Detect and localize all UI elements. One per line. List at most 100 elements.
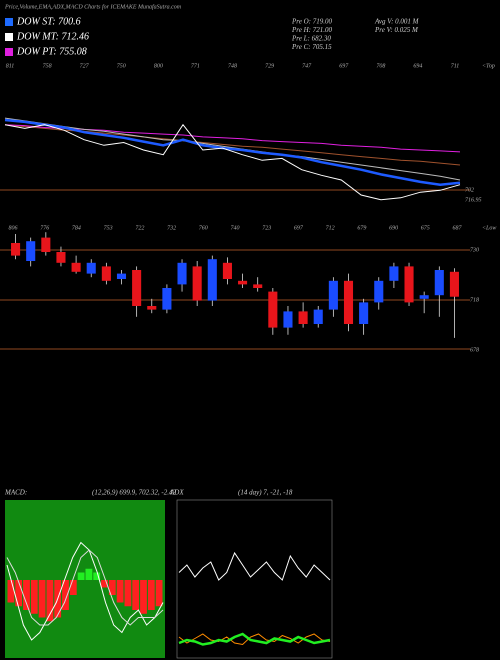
series-line: [6, 541, 164, 641]
macd-values: (12,26,9) 699.9, 702.32, -2.42: [92, 489, 176, 497]
top-label: 750: [117, 63, 126, 69]
level-label: <Top: [482, 63, 495, 69]
top-label: 708: [376, 63, 385, 69]
histogram-bar: [46, 580, 54, 622]
candle-body: [162, 288, 172, 310]
macd-panel: [5, 500, 165, 658]
top-label: 679: [357, 225, 366, 231]
top-label: 732: [167, 225, 176, 231]
level-label: 716.95: [465, 197, 482, 203]
candle-body: [41, 237, 51, 252]
legend-swatch: [5, 18, 13, 26]
candle-body: [449, 271, 459, 297]
histogram-bar: [77, 572, 85, 580]
adx-values: (14 day) 7, -21, -18: [238, 489, 293, 497]
level-label: 678: [470, 347, 479, 353]
candle-body: [328, 280, 338, 310]
candle-body: [132, 270, 142, 306]
candle-body: [404, 266, 414, 303]
legend-entry: DOW MT: 712.46: [16, 31, 89, 42]
histogram-bar: [38, 580, 46, 618]
info-entry: Pre L: 682.30: [291, 35, 331, 43]
top-label: 723: [262, 225, 271, 231]
candle-body: [253, 284, 263, 288]
top-label: 694: [413, 62, 422, 69]
candle-body: [374, 280, 384, 303]
candle-body: [419, 295, 429, 299]
histogram-bar: [7, 580, 15, 603]
level-label: <Low: [482, 225, 496, 231]
top-label: 800: [154, 63, 163, 69]
histogram-bar: [155, 580, 163, 607]
candle-body: [116, 273, 127, 279]
histogram-bar: [132, 580, 140, 610]
candle-body: [268, 291, 278, 328]
info-entry: Pre H: 721.00: [291, 26, 332, 34]
top-label: 784: [72, 224, 81, 231]
info-entry: Pre V: 0.025 M: [374, 26, 419, 34]
level-label: 730: [470, 247, 479, 253]
candle-body: [11, 243, 21, 256]
info-entry: Avg V: 0.001 M: [374, 18, 420, 26]
candle-body: [56, 252, 66, 263]
histogram-bar: [30, 580, 38, 614]
top-label: 760: [199, 225, 208, 231]
top-label: 776: [40, 225, 49, 231]
candle-body: [283, 311, 293, 328]
legend-swatch: [5, 48, 13, 56]
top-label: 758: [43, 63, 52, 69]
histogram-bar: [85, 568, 93, 580]
series-line: [178, 632, 331, 646]
candle-body: [101, 266, 111, 281]
top-label: 753: [104, 225, 113, 231]
top-label: 711: [451, 63, 460, 69]
adx-panel: [176, 499, 333, 659]
series-line: [4, 118, 461, 186]
info-entry: Pre C: 705.15: [291, 43, 332, 51]
candle-body: [86, 262, 96, 274]
histogram-bar: [147, 580, 155, 610]
histogram-bar: [23, 580, 30, 610]
series-line: [178, 551, 331, 581]
top-label: 697: [294, 225, 304, 231]
histogram-bar: [15, 580, 23, 607]
top-label: 687: [453, 225, 463, 231]
adx-label: ADX: [169, 489, 184, 497]
legend-swatch: [5, 33, 13, 41]
candle-body: [222, 262, 232, 279]
histogram-bar: [124, 580, 132, 607]
candle-body: [207, 259, 217, 301]
top-label: 747: [302, 62, 312, 69]
candle-body: [26, 241, 36, 261]
histogram-bar: [140, 580, 147, 614]
top-label: 740: [231, 224, 240, 231]
histogram-bar: [116, 580, 124, 603]
top-label: 675: [421, 225, 430, 231]
candle-body: [238, 280, 248, 285]
series-line: [4, 123, 461, 201]
top-label: 748: [228, 62, 237, 69]
info-entry: Pre O: 719.00: [291, 18, 332, 26]
series-line: [6, 549, 164, 626]
candle-body: [313, 309, 323, 324]
top-label: 811: [6, 63, 15, 69]
histogram-bar: [69, 580, 77, 595]
top-label: 727: [80, 63, 90, 69]
series-line: [4, 117, 461, 181]
candle-body: [192, 266, 202, 301]
candle-body: [434, 270, 444, 296]
histogram-bar: [93, 572, 101, 580]
top-label: 712: [326, 225, 335, 231]
top-label: 722: [135, 225, 144, 231]
candle-body: [147, 306, 157, 310]
top-label: 806: [9, 225, 18, 231]
legend-entry: DOW ST: 700.6: [16, 16, 81, 27]
candle-body: [359, 302, 369, 324]
candle-body: [71, 262, 81, 272]
candle-body: [298, 311, 308, 324]
top-label: 697: [339, 63, 349, 69]
top-label: 729: [265, 63, 274, 69]
histogram-bar: [101, 580, 108, 588]
candle-body: [343, 280, 354, 324]
